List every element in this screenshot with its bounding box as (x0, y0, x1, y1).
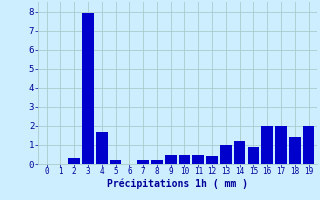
Bar (289, 137, 300, 164)
Bar (137, 160, 149, 164)
Bar (68, 158, 80, 164)
Bar (248, 147, 259, 164)
Bar (165, 155, 177, 164)
Bar (96, 132, 108, 164)
Bar (220, 145, 232, 164)
Bar (179, 155, 190, 164)
Bar (151, 160, 163, 164)
Bar (261, 126, 273, 164)
Bar (275, 126, 287, 164)
Bar (192, 155, 204, 164)
Bar (206, 156, 218, 164)
Bar (110, 160, 121, 164)
Bar (82, 13, 94, 164)
Bar (303, 126, 314, 164)
X-axis label: Précipitations 1h ( mm ): Précipitations 1h ( mm ) (107, 179, 248, 189)
Bar (234, 141, 245, 164)
